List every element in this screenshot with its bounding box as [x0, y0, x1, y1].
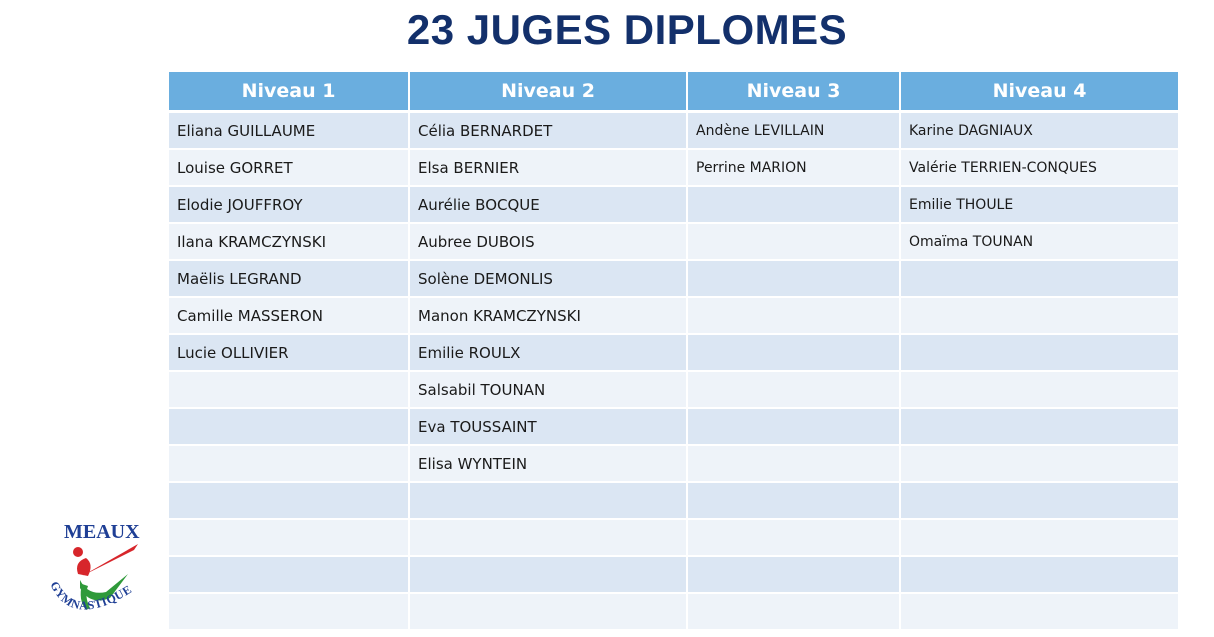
table-cell: Camille MASSERON — [169, 297, 410, 335]
table-cell: Perrine MARION — [687, 149, 901, 187]
table-cell: Louise GORRET — [169, 149, 410, 187]
table-cell — [687, 445, 901, 483]
table-cell — [409, 482, 688, 520]
table-row — [169, 482, 1180, 520]
table-cell — [900, 371, 1180, 409]
table-cell — [687, 482, 901, 520]
table-cell: Emilie ROULX — [409, 334, 688, 372]
table-cell — [687, 186, 901, 224]
header-niveau-3: Niveau 3 — [687, 72, 901, 113]
table-cell — [687, 556, 901, 594]
table-cell — [900, 408, 1180, 446]
header-niveau-4: Niveau 4 — [900, 72, 1180, 113]
table-cell — [900, 297, 1180, 335]
table-row: Lucie OLLIVIER Emilie ROULX — [169, 334, 1180, 372]
table-cell — [169, 371, 410, 409]
table-cell: Valérie TERRIEN-CONQUES — [900, 149, 1180, 187]
table-cell — [900, 482, 1180, 520]
table-cell — [900, 260, 1180, 298]
table-cell — [900, 556, 1180, 594]
table-cell: Karine DAGNIAUX — [900, 111, 1180, 150]
table-cell — [169, 519, 410, 557]
table-row — [169, 556, 1180, 594]
table-cell — [169, 445, 410, 483]
table-cell: Andène LEVILLAIN — [687, 111, 901, 150]
table-cell — [687, 334, 901, 372]
table-header-row: Niveau 1 Niveau 2 Niveau 3 Niveau 4 — [169, 72, 1180, 113]
table-cell: Aubree DUBOIS — [409, 223, 688, 261]
table-cell: Elisa WYNTEIN — [409, 445, 688, 483]
table-row — [169, 593, 1180, 631]
table-cell — [687, 371, 901, 409]
table-row: Louise GORRET Elsa BERNIER Perrine MARIO… — [169, 149, 1180, 187]
table-row: Elisa WYNTEIN — [169, 445, 1180, 483]
table-cell — [169, 482, 410, 520]
table-cell: Omaïma TOUNAN — [900, 223, 1180, 261]
table-cell — [409, 593, 688, 631]
judges-table: Niveau 1 Niveau 2 Niveau 3 Niveau 4 Elia… — [169, 72, 1180, 631]
table-row: Elodie JOUFFROY Aurélie BOCQUE Emilie TH… — [169, 186, 1180, 224]
table-cell — [900, 445, 1180, 483]
meaux-gymnastique-logo-icon: MEAUX GYMNASTIQUE — [47, 521, 140, 613]
table-cell: Eliana GUILLAUME — [169, 111, 410, 150]
table-cell: Manon KRAMCZYNSKI — [409, 297, 688, 335]
table-cell — [409, 556, 688, 594]
table-cell: Aurélie BOCQUE — [409, 186, 688, 224]
header-niveau-1: Niveau 1 — [169, 72, 410, 113]
table-row: Maëlis LEGRAND Solène DEMONLIS — [169, 260, 1180, 298]
table-row: Ilana KRAMCZYNSKI Aubree DUBOIS Omaïma T… — [169, 223, 1180, 261]
table-cell — [687, 260, 901, 298]
table-row: Salsabil TOUNAN — [169, 371, 1180, 409]
table-cell — [687, 408, 901, 446]
table-cell: Elsa BERNIER — [409, 149, 688, 187]
table-cell: Maëlis LEGRAND — [169, 260, 410, 298]
table-cell — [687, 223, 901, 261]
page-title: 23 JUGES DIPLOMES — [406, 6, 848, 53]
table-cell — [687, 297, 901, 335]
table-cell — [169, 593, 410, 631]
table-cell: Elodie JOUFFROY — [169, 186, 410, 224]
table-cell: Lucie OLLIVIER — [169, 334, 410, 372]
table-cell — [169, 556, 410, 594]
table-cell: Eva TOUSSAINT — [409, 408, 688, 446]
logo-top-text: MEAUX — [64, 521, 140, 543]
table-cell — [900, 519, 1180, 557]
table-cell — [169, 408, 410, 446]
table-cell — [687, 593, 901, 631]
table-row: Eva TOUSSAINT — [169, 408, 1180, 446]
table-cell — [900, 593, 1180, 631]
table-cell — [900, 334, 1180, 372]
table-cell: Salsabil TOUNAN — [409, 371, 688, 409]
header-niveau-2: Niveau 2 — [409, 72, 688, 113]
table-cell — [687, 519, 901, 557]
table-cell: Emilie THOULE — [900, 186, 1180, 224]
table-row: Eliana GUILLAUME Célia BERNARDET Andène … — [169, 111, 1180, 150]
table-cell: Ilana KRAMCZYNSKI — [169, 223, 410, 261]
table-row — [169, 519, 1180, 557]
table-cell: Célia BERNARDET — [409, 111, 688, 150]
table-cell: Solène DEMONLIS — [409, 260, 688, 298]
table-cell — [409, 519, 688, 557]
table-row: Camille MASSERON Manon KRAMCZYNSKI — [169, 297, 1180, 335]
club-logo: MEAUX GYMNASTIQUE — [44, 514, 152, 632]
